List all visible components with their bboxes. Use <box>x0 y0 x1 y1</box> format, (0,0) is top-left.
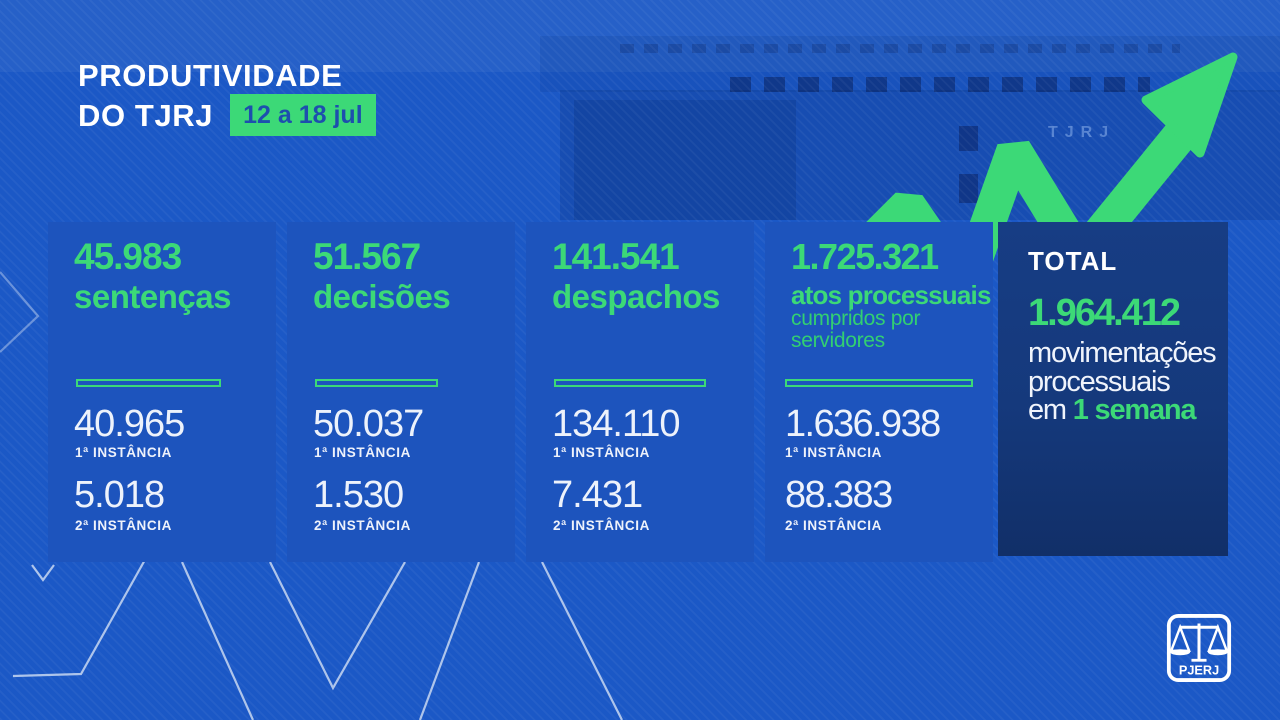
total-card: TOTAL 1.964.412 movimentações processuai… <box>998 222 1228 556</box>
card-label: atos processuais <box>791 280 991 310</box>
instance1-label: 1ª INSTÂNCIA <box>75 445 172 460</box>
card-sublabel-line1: cumpridos por <box>791 307 921 330</box>
instance2-label: 2ª INSTÂNCIA <box>75 518 172 533</box>
card-label: despachos <box>552 278 720 315</box>
total-line1: movimentações <box>1028 337 1217 369</box>
period-badge: 12 a 18 jul <box>230 94 376 136</box>
separator-line <box>785 379 973 387</box>
instance1-value: 40.965 <box>74 403 185 445</box>
instance2-value: 5.018 <box>74 474 165 516</box>
stat-card-decisoes: 51.567 decisões 50.037 1ª INSTÂNCIA 1.53… <box>287 222 515 562</box>
total-line3-prefix: em <box>1028 394 1067 426</box>
stat-cards-row: 45.983 sentenças 40.965 1ª INSTÂNCIA 5.0… <box>48 222 993 562</box>
card-label: decisões <box>313 278 451 315</box>
card-value: 45.983 <box>74 236 182 277</box>
stat-card-sentencas: 45.983 sentenças 40.965 1ª INSTÂNCIA 5.0… <box>48 222 276 562</box>
card-sublabel: cumpridos por servidores <box>791 308 920 352</box>
instance2-value: 88.383 <box>785 474 893 516</box>
instance1-value: 50.037 <box>313 403 424 445</box>
card-sublabel-line2: servidores <box>791 329 885 352</box>
page-title-line1: PRODUTIVIDADE <box>78 58 343 93</box>
instance2-label: 2ª INSTÂNCIA <box>785 518 882 533</box>
stat-card-atos-processuais: 1.725.321 atos processuais cumpridos por… <box>765 222 993 562</box>
instance2-value: 1.530 <box>313 474 404 516</box>
pjerj-logo: PJERJ <box>1166 613 1232 688</box>
total-heading: TOTAL <box>1028 246 1118 276</box>
total-description: movimentações processuais em 1 semana <box>1028 337 1217 425</box>
card-value: 141.541 <box>552 236 680 277</box>
instance2-value: 7.431 <box>552 474 643 516</box>
card-value: 51.567 <box>313 236 421 277</box>
separator-line <box>76 379 221 387</box>
stat-card-despachos: 141.541 despachos 134.110 1ª INSTÂNCIA 7… <box>526 222 754 562</box>
page-title-line2: DO TJRJ <box>78 98 214 133</box>
total-value: 1.964.412 <box>1028 292 1181 334</box>
instance1-value: 1.636.938 <box>785 403 941 445</box>
instance1-label: 1ª INSTÂNCIA <box>553 445 650 460</box>
total-line2: processuais <box>1028 365 1171 398</box>
separator-line <box>315 379 438 387</box>
instance1-label: 1ª INSTÂNCIA <box>785 445 882 460</box>
header: PRODUTIVIDADE DO TJRJ 12 a 18 jul <box>78 54 376 136</box>
instance2-label: 2ª INSTÂNCIA <box>553 518 650 533</box>
instance1-value: 134.110 <box>552 403 681 445</box>
card-value: 1.725.321 <box>791 236 939 277</box>
card-label: sentenças <box>74 278 231 315</box>
instance1-label: 1ª INSTÂNCIA <box>314 445 411 460</box>
scales-of-justice-icon: PJERJ <box>1166 614 1232 682</box>
logo-text: PJERJ <box>1179 662 1219 677</box>
total-line3-highlight: 1 semana <box>1072 394 1197 426</box>
total-line3: em 1 semana <box>1028 396 1216 425</box>
separator-line <box>554 379 706 387</box>
instance2-label: 2ª INSTÂNCIA <box>314 518 411 533</box>
